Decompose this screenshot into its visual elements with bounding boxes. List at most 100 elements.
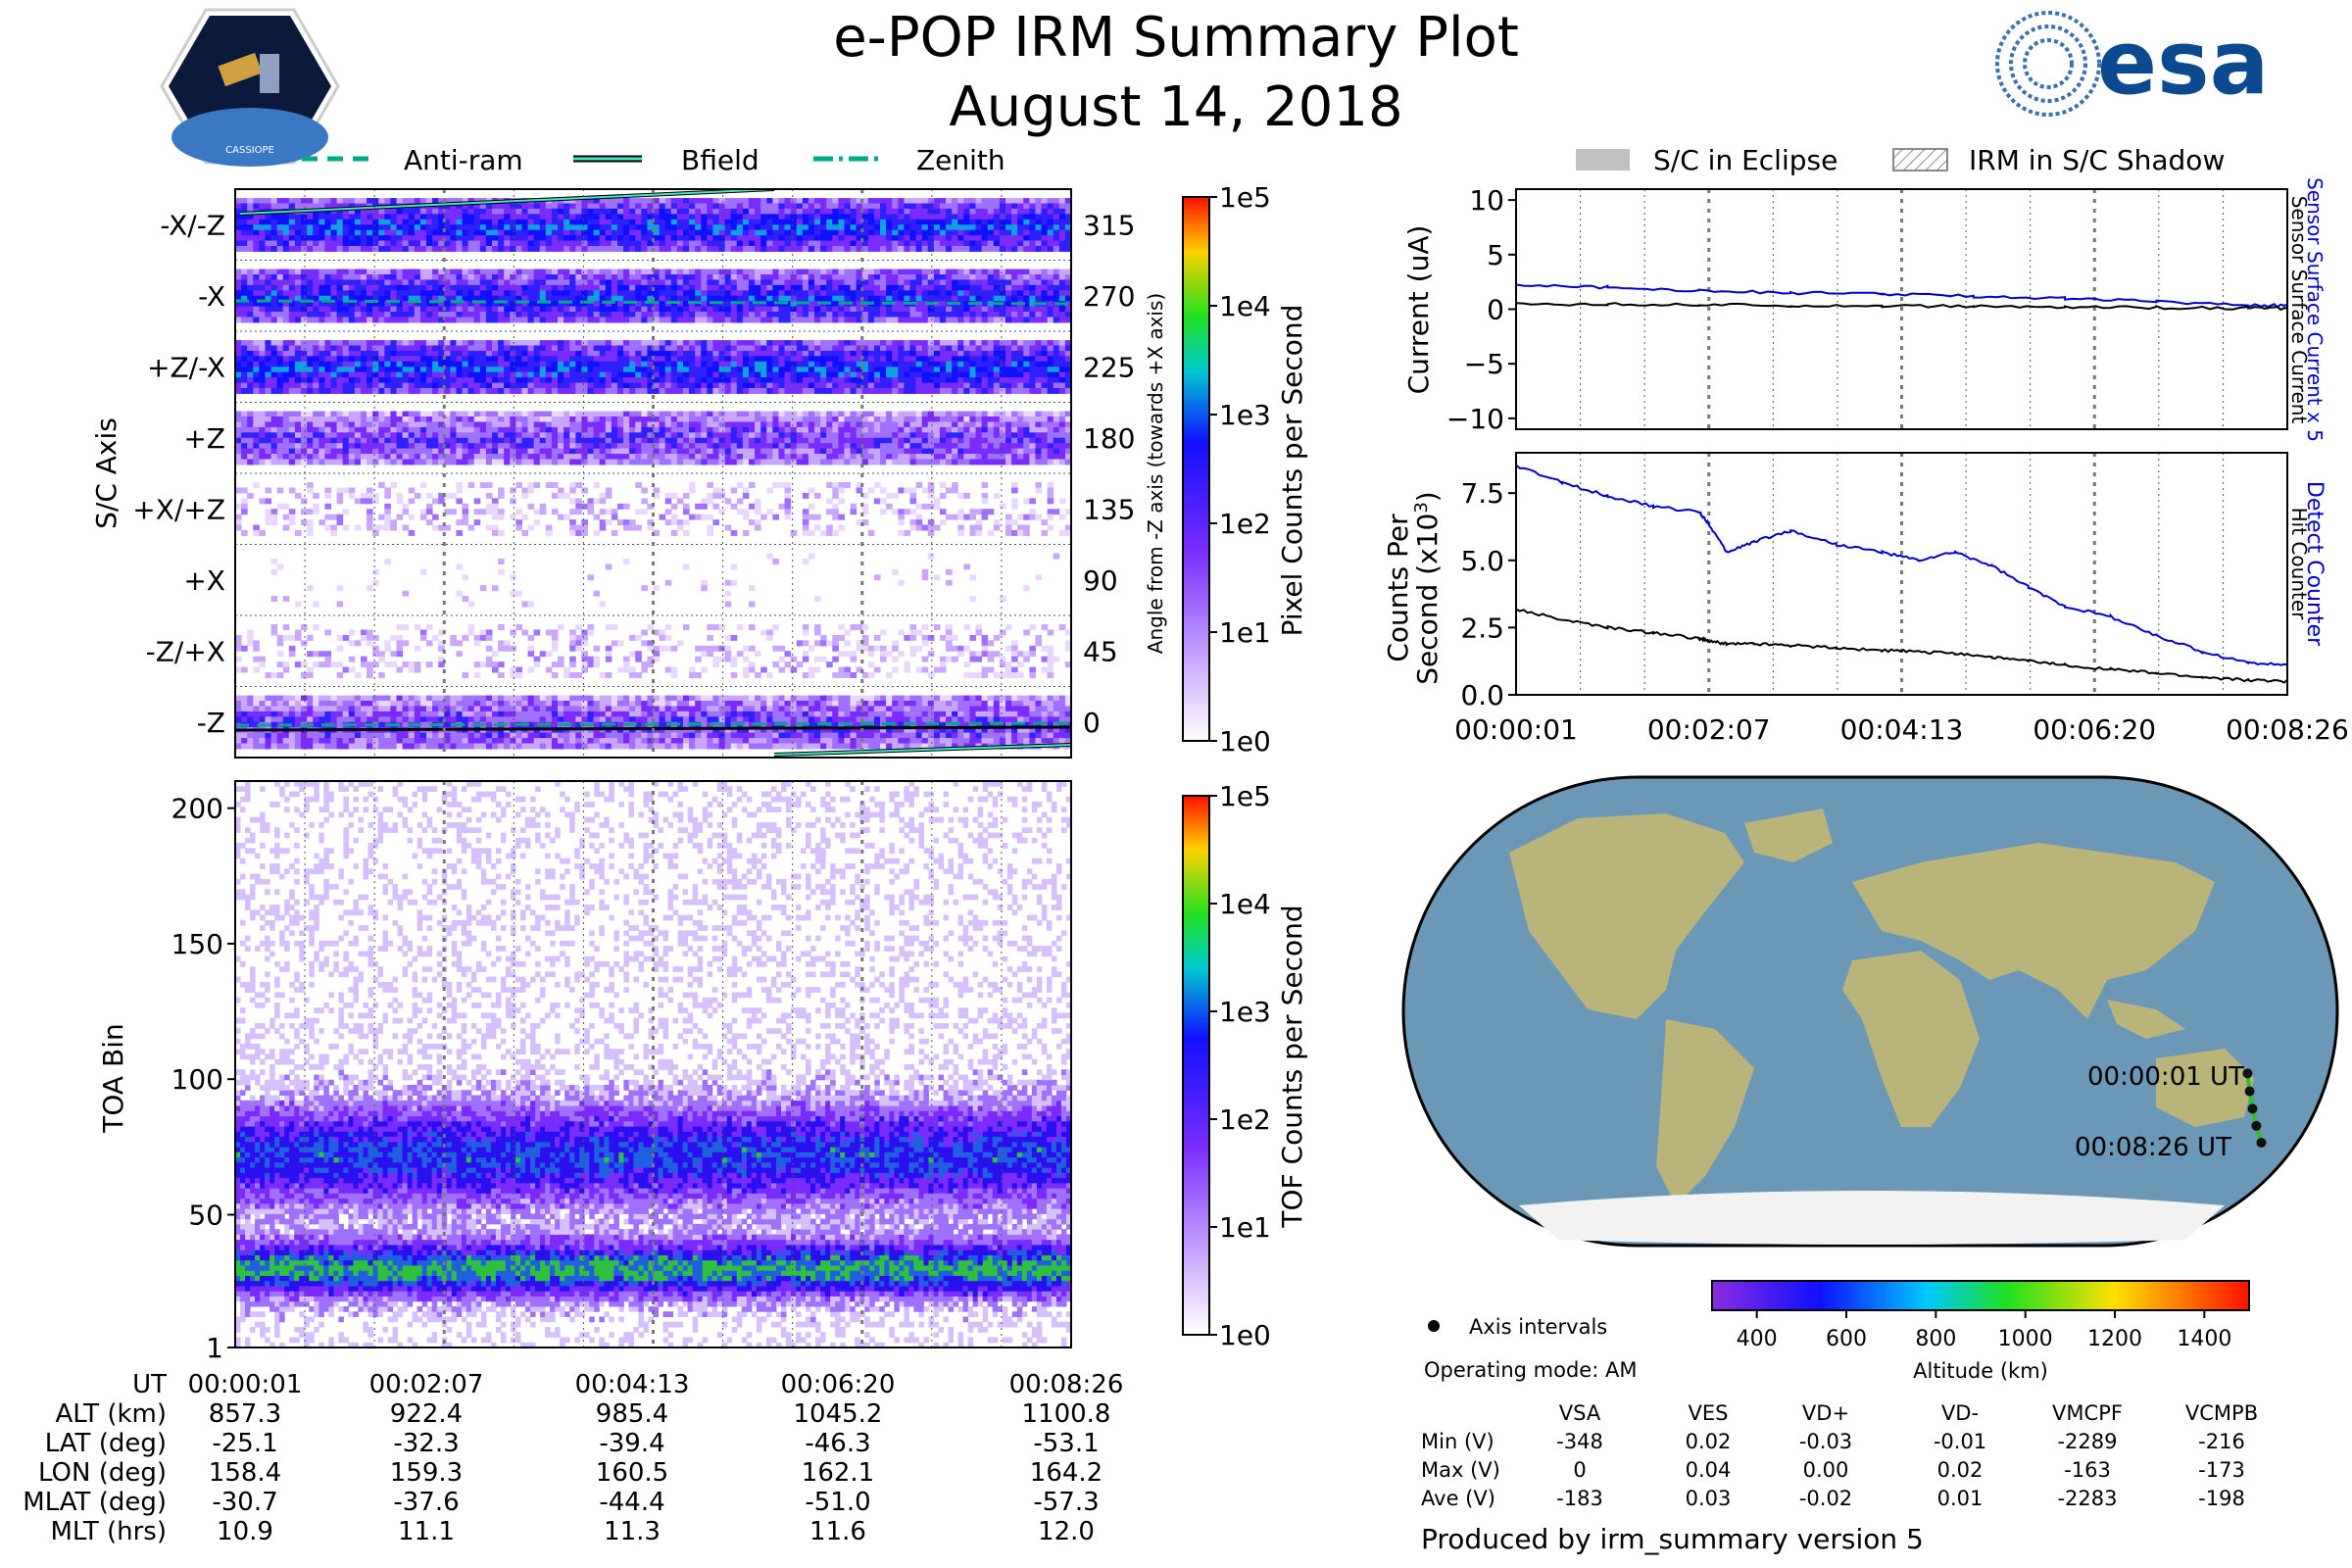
angle-legend: Anti-ram Bfield Zenith (302, 144, 1005, 176)
x-tick: 00:00:01 (1454, 713, 1578, 746)
ephemeris-value: 10.9 (217, 1517, 273, 1546)
track-point (2256, 1137, 2267, 1148)
series-line (1515, 283, 2288, 309)
voltage-value: -216 (2198, 1430, 2245, 1453)
angle-axis-labels: -X/-Z -X +Z/-X +Z +X/+Z +X -Z/+X -Z (132, 209, 225, 739)
track-point (2242, 1068, 2253, 1079)
ephemeris-table: UT 00:00:01 00:02:07 00:04:13 00:06:20 00:08:… (23, 1370, 1123, 1546)
ephemeris-value: 164.2 (1030, 1458, 1102, 1488)
operating-mode: Operating mode: AM (1424, 1358, 1637, 1382)
cassiope-logo: CASSIOPE (160, 8, 340, 167)
voltage-value: 0.02 (1686, 1430, 1732, 1453)
angle-tick: 270 (1083, 280, 1135, 313)
ephemeris-value: -32.3 (393, 1429, 459, 1458)
series-line (1515, 608, 2288, 684)
page-title: e-POP IRM Summary Plot (833, 6, 1519, 70)
colorbar-tick: 1e3 (1219, 996, 1271, 1028)
toa-tick: 200 (172, 793, 223, 825)
voltage-value: -0.02 (1799, 1487, 1852, 1510)
voltage-header: VD+ (1802, 1401, 1849, 1425)
voltage-header: VCMPB (2185, 1401, 2258, 1425)
voltage-value: -2283 (2057, 1487, 2117, 1510)
altitude-tick: 600 (1826, 1327, 1867, 1351)
current-right-label-2: Sensor Surface Current (2287, 196, 2311, 424)
altitude-tick: 1200 (2087, 1327, 2142, 1351)
ephemeris-value: -30.7 (212, 1488, 277, 1517)
ephemeris-label: LAT (deg) (45, 1429, 167, 1458)
ephemeris-value: -37.6 (393, 1488, 459, 1517)
toa-tick: 150 (172, 928, 223, 960)
voltage-value: 0.00 (1803, 1458, 1849, 1482)
angle-tick: 45 (1083, 635, 1118, 667)
current-y-ticks: 10 5 0 −5 −10 (1446, 184, 1516, 435)
angle-tick: 225 (1083, 351, 1135, 383)
ephemeris-label: MLAT (deg) (23, 1488, 167, 1517)
voltage-value: -163 (2064, 1458, 2111, 1482)
ephemeris-label: UT (132, 1370, 167, 1399)
ephemeris-value: 985.4 (596, 1399, 668, 1429)
altitude-tick: 800 (1915, 1327, 1956, 1351)
x-tick: 00:02:07 (1647, 713, 1771, 746)
voltage-value: -198 (2198, 1487, 2245, 1510)
current-right-label-1: Sensor Surface Current x 5 (2303, 177, 2327, 442)
counts-ylabel-1: Counts Per (1382, 514, 1414, 662)
ephemeris-value: -57.3 (1033, 1488, 1099, 1517)
map-ice (1519, 1191, 2225, 1245)
ephemeris-value: -51.0 (805, 1488, 870, 1517)
axis-intervals-label: Axis intervals (1469, 1315, 1607, 1339)
toa-grid (304, 781, 1003, 1348)
toa-panel: 200 150 100 50 1 TOA Bin (97, 780, 1072, 1364)
sc-axis-tick: -Z (197, 707, 225, 739)
legend-bfield: Bfield (681, 144, 760, 176)
counts-grid (1580, 453, 2224, 695)
angle-heatmap (235, 189, 1071, 757)
series-line (1515, 464, 2288, 666)
esa-logo-text: esa (2097, 12, 2269, 115)
sc-axis-tick: +X/+Z (132, 493, 225, 525)
x-tick: 00:06:20 (2033, 713, 2156, 746)
y-tick: 2.5 (1460, 612, 1504, 644)
y-tick: 0 (1487, 294, 1504, 326)
colorbar-tick: 1e2 (1219, 508, 1271, 540)
toa-heatmap (235, 781, 1071, 1348)
ephemeris-value: 00:08:26 (1009, 1370, 1124, 1399)
altitude-colorbar: 400 600 800 1000 1200 1400 Altitude (km) (1711, 1280, 2250, 1383)
voltage-value: -183 (1556, 1487, 1603, 1510)
sc-axis-tick: +Z (183, 422, 225, 455)
y-tick: 5.0 (1460, 545, 1504, 577)
ephemeris-value: 12.0 (1038, 1517, 1095, 1546)
legend-anti-ram: Anti-ram (404, 144, 523, 176)
angle-tick: 180 (1083, 422, 1135, 455)
track-point (2244, 1086, 2255, 1097)
map-track (2242, 1068, 2267, 1148)
sc-axis-tick: +Z/-X (147, 351, 225, 383)
ephemeris-value: 00:04:13 (575, 1370, 690, 1399)
ephemeris-value: -44.4 (599, 1488, 664, 1517)
axis-interval-dot (1428, 1320, 1440, 1332)
ephemeris-value: 162.1 (802, 1458, 874, 1488)
angle-degree-labels: 315 270 225 180 135 90 45 0 (1083, 209, 1135, 739)
ephemeris-value: 160.5 (596, 1458, 668, 1488)
angle-tick: 315 (1083, 209, 1135, 241)
map-start-label: 00:00:01 UT (2087, 1062, 2244, 1092)
track-point (2247, 1103, 2258, 1114)
tof-colorbar-ticks: 1e5 1e4 1e3 1e2 1e1 1e0 (1209, 780, 1271, 1351)
map-land (1509, 808, 2254, 1205)
voltage-value: -173 (2198, 1458, 2245, 1482)
counts-panel: 7.5 5.0 2.5 0.0 Counts Per Second (x103) De… (1382, 452, 2349, 746)
y-tick: 10 (1469, 184, 1504, 217)
voltage-value: 0.01 (1937, 1487, 1984, 1510)
altitude-tick: 1400 (2177, 1327, 2231, 1351)
voltage-row-label: Ave (V) (1421, 1487, 1495, 1510)
x-tick: 00:04:13 (1840, 713, 1964, 746)
tof-colorbar-label: TOF Counts per Second (1276, 905, 1308, 1228)
ephemeris-value: 11.1 (398, 1517, 455, 1546)
altitude-tick: 400 (1737, 1327, 1778, 1351)
counts-x-ticks: 00:00:01 00:02:07 00:04:13 00:06:20 00:08:26 (1454, 713, 2349, 746)
colorbar-tick: 1e1 (1219, 1211, 1271, 1244)
eclipse-swatch (1576, 149, 1630, 171)
voltage-row-label: Max (V) (1421, 1458, 1500, 1482)
ephemeris-value: -53.1 (1033, 1429, 1099, 1458)
pixel-colorbar-ticks: 1e5 1e4 1e3 1e2 1e1 1e0 (1209, 181, 1271, 758)
